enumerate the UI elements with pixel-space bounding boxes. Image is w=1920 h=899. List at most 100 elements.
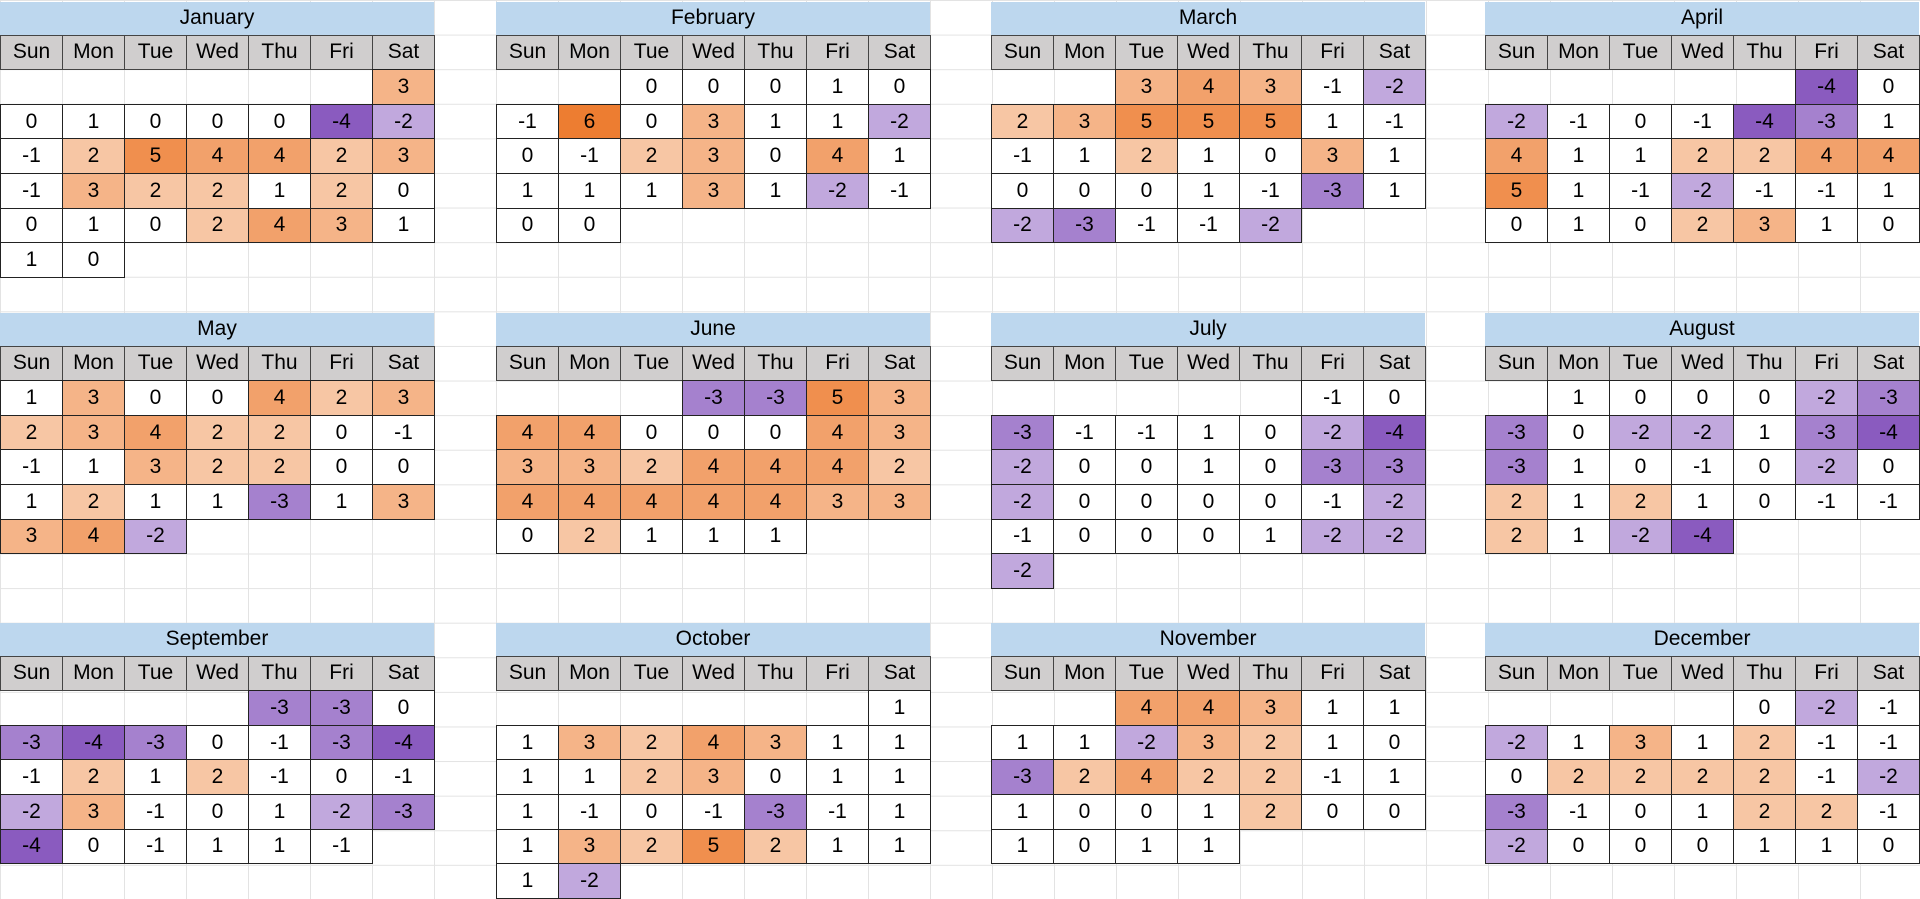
day-cell: 1: [1301, 724, 1364, 761]
weekday-header: Sun: [0, 655, 63, 692]
day-cell: -1: [1857, 484, 1920, 520]
day-cell: 1: [1053, 138, 1116, 174]
day-cell: -1: [372, 759, 435, 795]
day-cell: 3: [372, 380, 435, 416]
day-cell: 4: [806, 449, 869, 485]
day-cell: 0: [124, 103, 187, 140]
day-cell: 0: [1053, 828, 1116, 865]
day-cell: 0: [744, 138, 807, 174]
day-cell: -1: [1115, 207, 1178, 244]
day-cell: -1: [0, 759, 63, 795]
day-cell: -3: [991, 414, 1054, 451]
day-cell: 1: [868, 724, 931, 761]
day-cell: -3: [1301, 173, 1364, 209]
day-cell: 2: [1239, 794, 1302, 830]
day-cell: 1: [558, 759, 621, 795]
day-cell: 1: [1301, 690, 1364, 726]
weekday-header: Mon: [558, 34, 621, 71]
day-cell: 1: [0, 380, 63, 416]
day-cell: 0: [1857, 449, 1920, 485]
day-cell: 1: [248, 794, 311, 830]
day-cell: 4: [496, 414, 559, 451]
day-cell: 3: [0, 518, 63, 555]
day-cell: -1: [682, 794, 745, 830]
day-cell: 0: [1857, 207, 1920, 244]
day-cell: 0: [372, 690, 435, 726]
day-cell: 1: [248, 173, 311, 209]
day-cell: 0: [1115, 484, 1178, 520]
day-cell: -1: [496, 103, 559, 140]
day-cell: -1: [806, 794, 869, 830]
day-cell: 0: [1115, 518, 1178, 555]
day-cell: 5: [1177, 103, 1240, 140]
day-cell: 3: [558, 724, 621, 761]
day-cell: 2: [186, 173, 249, 209]
day-cell: -1: [0, 138, 63, 174]
day-cell: 3: [62, 794, 125, 830]
day-cell: 1: [372, 207, 435, 244]
day-cell: 2: [186, 449, 249, 485]
weekday-header: Fri: [806, 345, 869, 382]
day-cell: 0: [682, 414, 745, 451]
weekday-header: Thu: [1239, 655, 1302, 692]
day-cell: -1: [558, 138, 621, 174]
month-title: June: [496, 313, 930, 346]
weekday-header: Tue: [1115, 34, 1178, 71]
day-cell: -3: [1301, 449, 1364, 485]
day-cell: 1: [496, 173, 559, 209]
day-cell: 0: [1363, 724, 1426, 761]
weekday-header: Sat: [1857, 655, 1920, 692]
day-cell: 1: [1671, 794, 1734, 830]
day-cell: 3: [310, 207, 373, 244]
day-cell: 5: [682, 828, 745, 865]
day-cell: 4: [248, 207, 311, 244]
day-cell: 3: [124, 449, 187, 485]
day-cell: 4: [1115, 759, 1178, 795]
weekday-header: Tue: [124, 345, 187, 382]
day-cell: 0: [62, 828, 125, 865]
day-cell: 3: [62, 380, 125, 416]
day-cell: 2: [1239, 759, 1302, 795]
day-cell: 2: [620, 724, 683, 761]
day-cell: 3: [868, 484, 931, 520]
day-cell: 1: [1547, 207, 1610, 244]
weekday-header: Thu: [1733, 345, 1796, 382]
day-cell: -1: [1795, 173, 1858, 209]
weekday-header: Sun: [991, 345, 1054, 382]
day-cell: -2: [0, 794, 63, 830]
day-cell: -1: [1547, 794, 1610, 830]
day-cell: -2: [1485, 103, 1548, 140]
day-cell: -2: [1795, 449, 1858, 485]
day-cell: -2: [1485, 828, 1548, 865]
day-cell: 2: [1795, 794, 1858, 830]
month-title: July: [991, 313, 1425, 346]
day-cell: 0: [62, 242, 125, 278]
day-cell: 5: [124, 138, 187, 174]
day-cell: 3: [744, 724, 807, 761]
day-cell: 2: [558, 518, 621, 555]
day-cell: 3: [806, 484, 869, 520]
day-cell: 1: [1733, 414, 1796, 451]
day-cell: 0: [1177, 484, 1240, 520]
weekday-header: Wed: [1671, 34, 1734, 71]
day-cell: 1: [1609, 138, 1672, 174]
day-cell: -3: [744, 794, 807, 830]
day-cell: 1: [868, 138, 931, 174]
day-cell: 1: [1857, 173, 1920, 209]
day-cell: 1: [1547, 484, 1610, 520]
day-cell: -1: [1671, 449, 1734, 485]
day-cell: 0: [186, 103, 249, 140]
weekday-header: Thu: [744, 655, 807, 692]
day-cell: 0: [1609, 103, 1672, 140]
day-cell: 1: [868, 794, 931, 830]
weekday-header: Fri: [1795, 655, 1858, 692]
weekday-header: Sun: [1485, 34, 1548, 71]
day-cell: -1: [1795, 759, 1858, 795]
day-cell: 0: [310, 449, 373, 485]
day-cell: -1: [1301, 484, 1364, 520]
day-cell: -3: [1485, 449, 1548, 485]
day-cell: 2: [1609, 759, 1672, 795]
day-cell: 2: [1239, 724, 1302, 761]
day-cell: 3: [1609, 724, 1672, 761]
day-cell: 2: [62, 759, 125, 795]
